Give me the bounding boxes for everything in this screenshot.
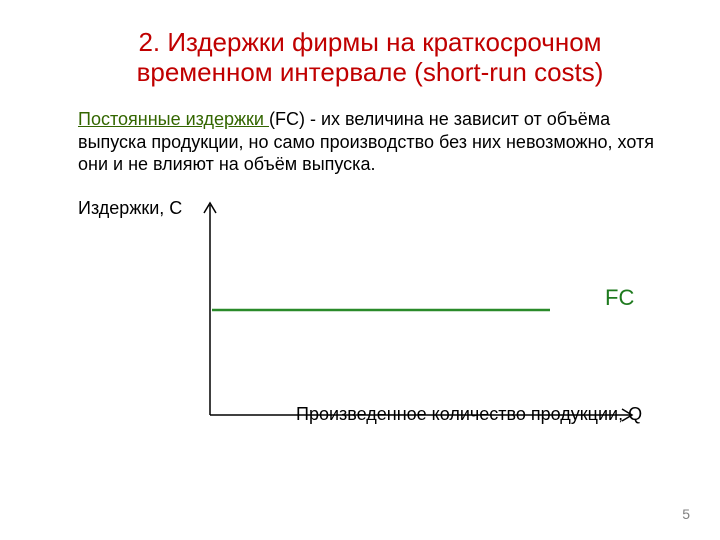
fc-chart xyxy=(200,195,640,425)
slide-title: 2. Издержки фирмы на краткосрочном време… xyxy=(80,28,660,88)
title-line-2: временном интервале (short-run costs) xyxy=(137,57,604,87)
x-axis-label: Произведенное количество продукции, Q xyxy=(296,404,642,425)
y-axis-label: Издержки, C xyxy=(78,198,182,219)
title-line-1: 2. Издержки фирмы на краткосрочном xyxy=(138,27,601,57)
body-paragraph: Постоянные издержки (FC) - их величина н… xyxy=(78,108,658,176)
fc-series-label: FC xyxy=(605,285,634,311)
page-number: 5 xyxy=(682,506,690,522)
term-fixed-costs: Постоянные издержки xyxy=(78,109,269,129)
